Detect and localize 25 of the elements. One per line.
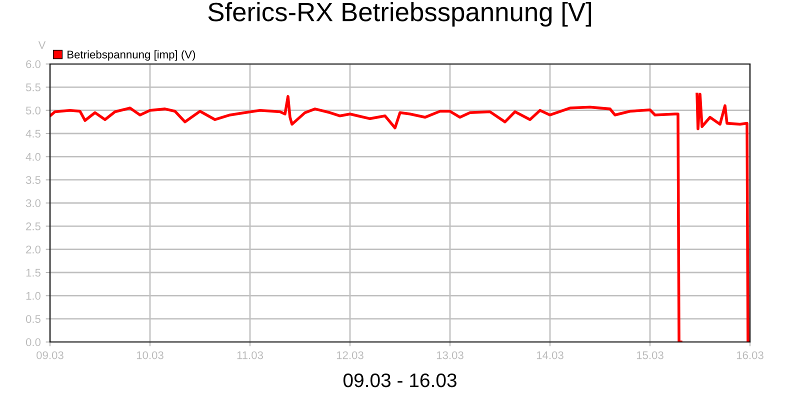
x-tick-label: 13.03 (436, 351, 464, 360)
y-tick-label: 1.5 (26, 268, 41, 277)
y-tick-label: 3.5 (26, 176, 41, 184)
x-tick-label: 15.03 (636, 351, 664, 360)
y-tick-label: 3.0 (26, 199, 41, 208)
x-axis-title: 09.03 - 16.03 (343, 373, 456, 388)
x-tick-label: 14.03 (536, 351, 564, 360)
y-tick-label: 6.0 (26, 60, 41, 68)
x-tick-label: 16.03 (736, 351, 764, 360)
x-tick-label: 10.03 (136, 351, 164, 360)
y-tick-label: 1.0 (26, 292, 41, 300)
y-tick-label: 5.0 (26, 106, 41, 114)
y-tick-label: 0.5 (26, 315, 41, 323)
y-tick-label: 2.0 (26, 246, 41, 254)
x-tick-label: 09.03 (36, 351, 64, 360)
y-tick-label: 2.5 (26, 222, 41, 230)
y-axis-title: V (38, 41, 46, 49)
x-tick-label: 11.03 (237, 351, 264, 360)
y-tick-label: 0.0 (26, 338, 41, 346)
legend-label: Betriebspannung [imp] (V) (68, 50, 196, 61)
y-tick-label: 5.5 (26, 84, 41, 92)
x-tick-label: 12.03 (336, 351, 364, 360)
chart-title: Sferics-RX Betriebsspannung [V] (208, 2, 592, 27)
y-tick-label: 4.0 (26, 152, 41, 161)
y-tick-label: 4.5 (26, 130, 41, 138)
